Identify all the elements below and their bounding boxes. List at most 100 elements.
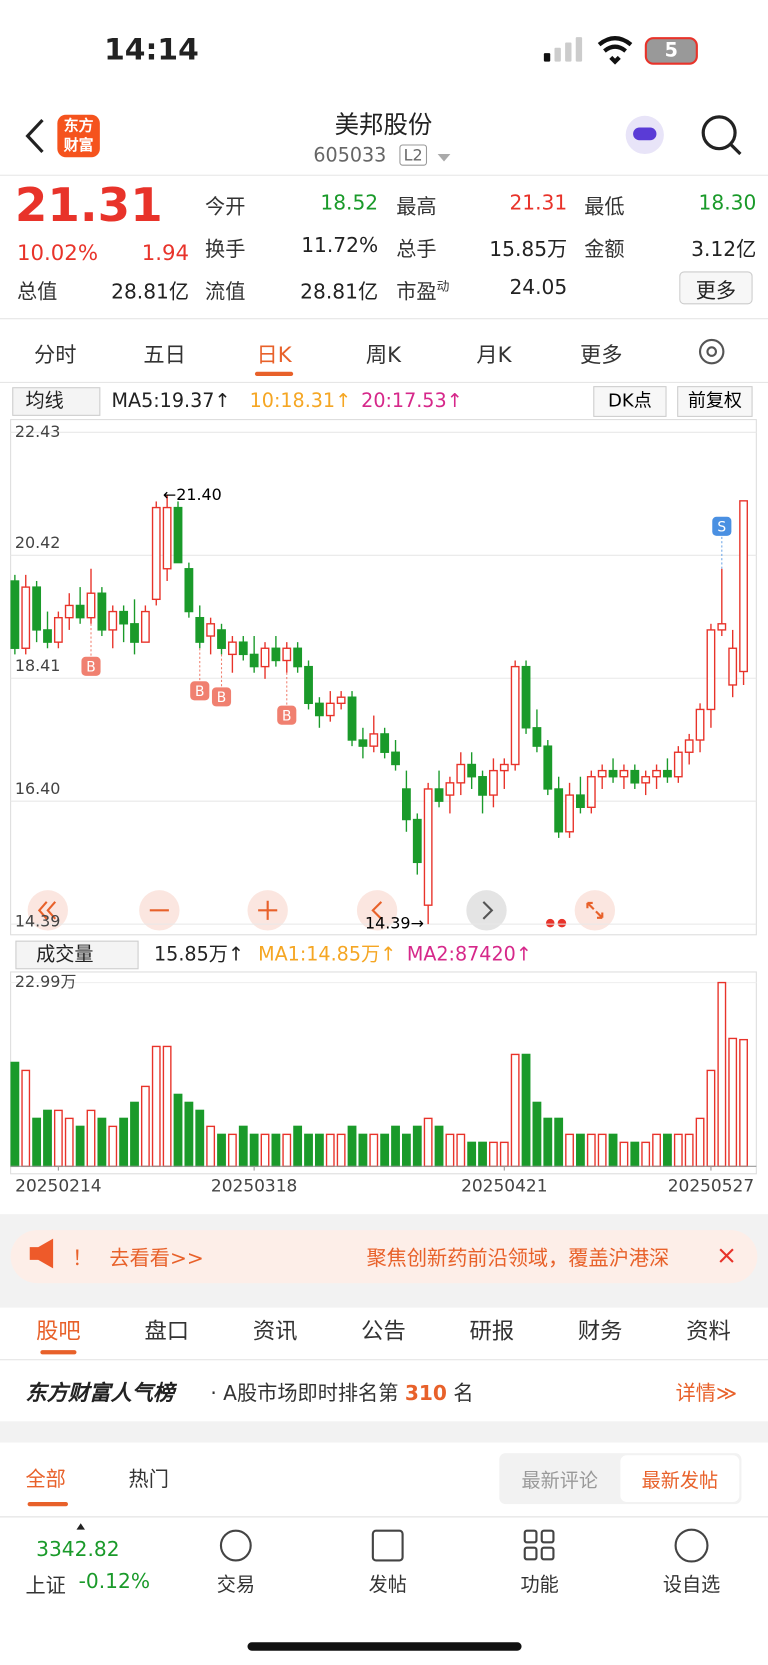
icon xyxy=(482,901,494,920)
candle-body xyxy=(663,769,672,778)
candle-body xyxy=(467,763,477,778)
nav-item[interactable]: 设自选 xyxy=(662,1574,721,1597)
ma-select[interactable] xyxy=(12,387,101,416)
sort-option[interactable]: 最新评论 xyxy=(521,1470,599,1493)
sort-active[interactable] xyxy=(620,1455,740,1503)
candle-body xyxy=(21,586,31,649)
signal-label: B xyxy=(86,659,95,675)
field-label: 总值 xyxy=(16,280,58,304)
ctrl-btn[interactable] xyxy=(356,890,398,931)
x-tick-label: 20250214 xyxy=(15,1177,101,1197)
filter-tab[interactable]: 热门 xyxy=(128,1468,169,1492)
period-tab[interactable]: 日K xyxy=(256,342,292,368)
back-icon[interactable] xyxy=(25,118,44,153)
ctrl-btn[interactable] xyxy=(574,890,616,931)
candle-body xyxy=(217,629,226,649)
candle-body xyxy=(391,751,400,766)
nav-item[interactable]: 功能 xyxy=(520,1574,559,1597)
icon xyxy=(540,1529,555,1544)
candle-body xyxy=(64,604,74,619)
banner-bg xyxy=(10,1230,758,1284)
volume-bar xyxy=(608,1133,618,1168)
rank-brand: 东方财富人气榜 xyxy=(25,1379,175,1406)
search-icon[interactable] xyxy=(701,115,737,151)
section-tab[interactable]: 股吧 xyxy=(36,1318,81,1344)
nav-item[interactable]: 交易 xyxy=(216,1574,255,1597)
candle-body xyxy=(119,610,129,625)
candle-body xyxy=(456,763,466,784)
section-tab[interactable]: 资讯 xyxy=(252,1318,298,1344)
volume-bar xyxy=(282,1133,292,1168)
nav-item[interactable]: 发帖 xyxy=(368,1574,407,1597)
period-tab[interactable]: 更多 xyxy=(579,342,623,368)
arrow xyxy=(76,1523,85,1530)
period-tab[interactable]: 月K xyxy=(476,342,512,368)
candle-body xyxy=(151,506,161,601)
post-icon[interactable] xyxy=(371,1529,404,1562)
dot xyxy=(557,918,567,928)
volume-bar xyxy=(238,1125,248,1168)
period-tab[interactable]: 周K xyxy=(365,342,402,368)
volume-bar xyxy=(151,1045,161,1168)
home-indicator xyxy=(247,1642,522,1651)
stock-name: 美邦股份 xyxy=(334,111,433,140)
icon xyxy=(37,901,57,920)
dk-btn[interactable] xyxy=(593,386,667,417)
more-btn[interactable] xyxy=(679,271,753,305)
signal xyxy=(575,37,583,62)
more-button[interactable]: 更多 xyxy=(695,279,737,303)
volume-bar xyxy=(43,1109,52,1168)
watch-icon[interactable] xyxy=(674,1528,709,1563)
volume-bar xyxy=(576,1133,585,1168)
candle-body xyxy=(597,769,607,778)
volume-bar xyxy=(456,1133,466,1168)
stock-code: 605033 xyxy=(313,144,387,167)
section-tab[interactable]: 研报 xyxy=(469,1318,515,1344)
candle-body xyxy=(521,665,531,729)
volume-bar xyxy=(217,1133,226,1168)
volume-bar xyxy=(684,1133,694,1168)
close-icon[interactable] xyxy=(719,1248,734,1263)
volume-bar xyxy=(227,1133,237,1168)
volume-bar xyxy=(130,1101,139,1168)
candle-body xyxy=(728,647,738,686)
rank-detail[interactable]: 详情≫ xyxy=(675,1381,738,1406)
section-tab[interactable]: 盘口 xyxy=(144,1318,190,1344)
section-tab[interactable]: 资料 xyxy=(686,1318,731,1344)
ctrl-btn[interactable] xyxy=(466,890,507,931)
icon xyxy=(540,1546,555,1561)
candle-body xyxy=(717,623,727,631)
dropdown[interactable] xyxy=(437,154,451,162)
x-tick-label: 20250421 xyxy=(461,1177,547,1197)
volume-bar xyxy=(597,1133,607,1168)
func-icon[interactable] xyxy=(523,1529,555,1561)
section-tab[interactable]: 公告 xyxy=(361,1318,406,1344)
volume-bar xyxy=(586,1133,596,1168)
period-tab[interactable]: 五日 xyxy=(143,342,186,368)
candle-body xyxy=(97,592,107,631)
volume-bar xyxy=(499,1141,509,1168)
field-value: 18.52 xyxy=(320,191,379,215)
ctrl-icons xyxy=(37,900,604,920)
detail-label: 详情 xyxy=(675,1381,716,1406)
volume-bar xyxy=(478,1141,487,1168)
icon xyxy=(523,1529,538,1544)
candle-body xyxy=(227,641,237,656)
vol-select[interactable] xyxy=(15,940,139,970)
field-value: 18.30 xyxy=(698,191,757,215)
filter-tab[interactable]: 全部 xyxy=(25,1468,66,1492)
rank-number: 310 xyxy=(404,1381,447,1406)
sort-option[interactable]: 最新发帖 xyxy=(641,1470,719,1493)
banner-link[interactable]: 去看看>> xyxy=(109,1247,204,1271)
fq-btn[interactable] xyxy=(677,386,753,417)
trade-icon[interactable] xyxy=(219,1529,252,1562)
section-tab[interactable]: 财务 xyxy=(577,1318,623,1344)
volume-bar xyxy=(543,1117,553,1168)
volume-bar xyxy=(412,1125,422,1168)
period-tab[interactable]: 分时 xyxy=(33,342,77,368)
field-value: 15.85万 xyxy=(489,237,568,262)
settings-icon[interactable] xyxy=(698,338,725,365)
candle-body xyxy=(489,769,498,796)
